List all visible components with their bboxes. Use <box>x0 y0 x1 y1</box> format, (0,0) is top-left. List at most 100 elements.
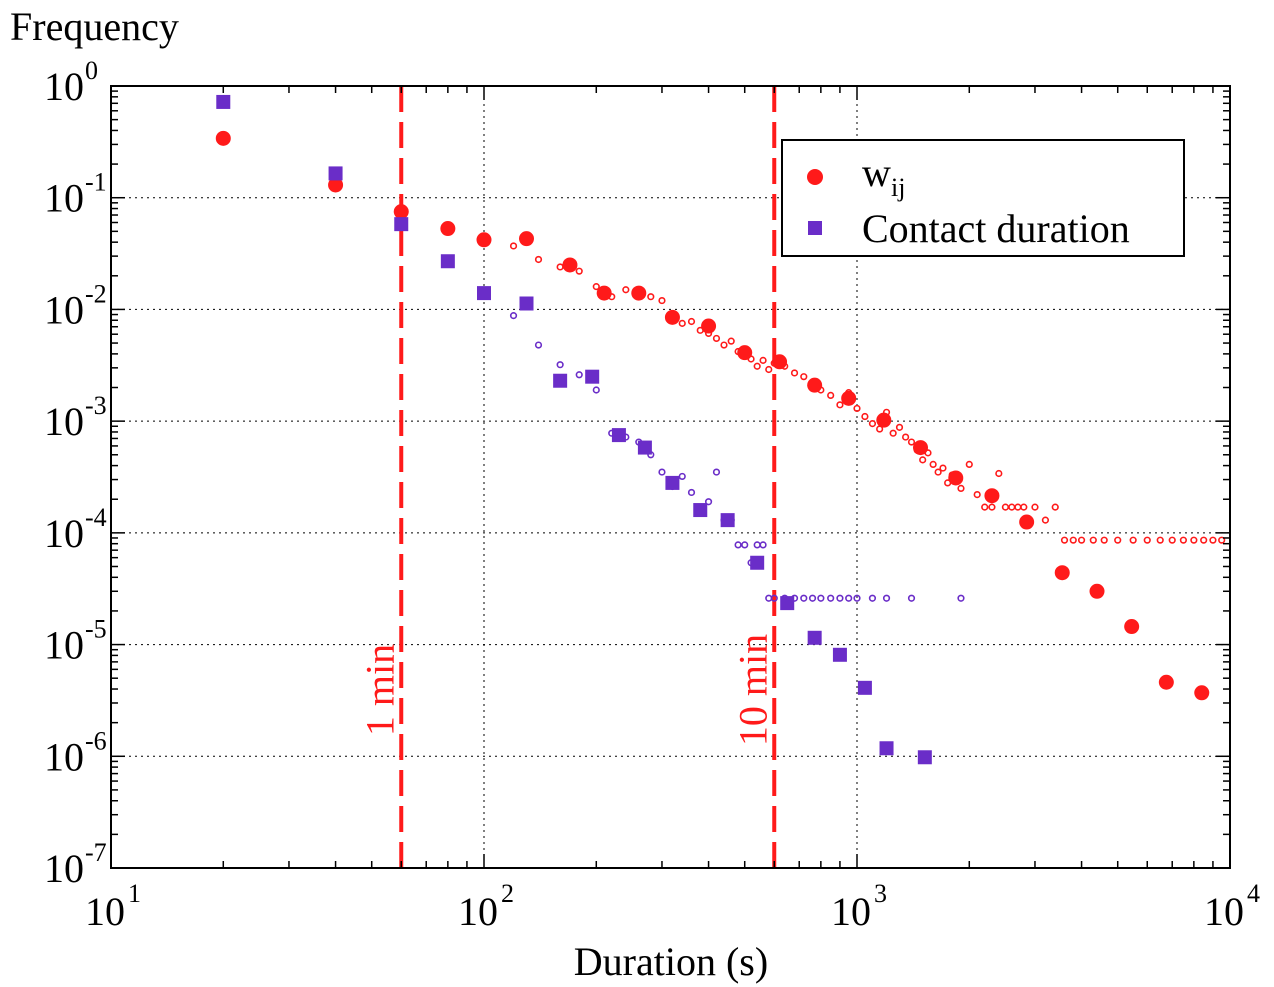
contact-duration-point <box>693 503 708 518</box>
raw-point <box>868 420 877 428</box>
raw-point <box>687 488 696 497</box>
raw-point <box>678 472 686 481</box>
contact-duration-point <box>780 596 795 611</box>
raw-point <box>1143 536 1151 544</box>
x-tick-label-exponent: 4 <box>1247 879 1260 908</box>
raw-point <box>753 541 761 549</box>
wij-point <box>807 377 823 393</box>
raw-point <box>907 594 916 602</box>
raw-point <box>853 594 861 602</box>
y-tick-label-exponent: -6 <box>85 726 107 755</box>
wij-point <box>393 204 409 220</box>
raw-point <box>1168 536 1176 544</box>
raw-point <box>957 594 965 602</box>
binned-data-points <box>215 94 1210 765</box>
y-tick-label: 10 <box>44 511 84 556</box>
raw-point <box>907 438 916 446</box>
wij-point <box>1124 619 1140 635</box>
raw-point <box>1114 536 1122 544</box>
raw-point <box>534 255 543 264</box>
legend-wij-label: w <box>862 150 891 195</box>
wij-point <box>1194 685 1210 701</box>
x-tick-label: 10 <box>1204 889 1244 934</box>
wij-point <box>1089 583 1105 599</box>
raw-point <box>919 456 927 464</box>
raw-point <box>658 296 666 305</box>
raw-point <box>712 334 721 343</box>
raw-point <box>882 594 891 602</box>
raw-point <box>934 468 942 476</box>
y-tick-label: 10 <box>44 176 84 221</box>
wij-point <box>328 177 344 193</box>
raw-point <box>1031 503 1039 511</box>
y-tick-label: 10 <box>44 399 84 444</box>
wij-point <box>215 130 231 146</box>
contact-duration-point <box>665 475 680 490</box>
raw-point <box>827 594 835 602</box>
raw-point <box>800 373 808 381</box>
raw-point <box>712 468 721 476</box>
raw-point <box>995 469 1003 478</box>
raw-point <box>759 541 767 549</box>
raw-point <box>861 412 869 421</box>
raw-point <box>727 337 735 345</box>
raw-point <box>957 484 965 493</box>
wij-point <box>913 440 929 456</box>
grid-lines <box>111 86 1230 868</box>
y-tick-label-exponent: -7 <box>85 838 107 867</box>
raw-point <box>575 267 583 275</box>
raw-point <box>734 541 742 549</box>
raw-point <box>753 362 761 370</box>
raw-point <box>592 386 600 394</box>
wij-point <box>1019 514 1035 530</box>
wij-point <box>984 488 1000 504</box>
raw-point <box>1051 503 1059 511</box>
raw-point <box>836 401 844 409</box>
raw-point <box>592 283 600 291</box>
contact-duration-point <box>585 369 600 384</box>
raw-point <box>687 317 696 326</box>
raw-point <box>902 433 910 441</box>
raw-point <box>509 312 518 320</box>
raw-point <box>939 464 947 472</box>
raw-point <box>575 371 583 379</box>
reference-line-label: 1 min <box>357 644 402 736</box>
contact-duration-point <box>611 428 626 443</box>
raw-point <box>556 361 564 369</box>
y-tick-label: 10 <box>44 846 84 891</box>
contact-duration-point <box>328 166 343 181</box>
wij-point <box>519 231 535 247</box>
raw-point <box>836 594 844 602</box>
contact-duration-point <box>807 630 822 645</box>
raw-point <box>868 594 877 602</box>
raw-point <box>765 365 773 374</box>
raw-point <box>827 391 835 399</box>
contact-duration-point <box>879 741 894 756</box>
wij-point <box>1054 565 1070 581</box>
raw-point <box>790 369 799 377</box>
wij-point <box>440 221 456 237</box>
contact-duration-point <box>440 254 455 269</box>
reference-line-label: 10 min <box>730 634 775 746</box>
y-tick-label-exponent: -2 <box>85 279 107 308</box>
raw-point <box>647 293 655 301</box>
x-tick-label: 10 <box>458 889 498 934</box>
raw-point <box>1069 536 1077 544</box>
legend-wij-marker <box>807 169 823 185</box>
wij-point <box>772 354 788 370</box>
wij-point <box>596 285 612 301</box>
raw-point <box>704 498 713 506</box>
y-tick-label-exponent: -4 <box>85 503 107 532</box>
wij-point <box>562 257 578 273</box>
raw-point <box>1041 516 1050 524</box>
raw-point <box>741 541 749 549</box>
x-tick-label-exponent: 1 <box>128 879 141 908</box>
x-tick-label-exponent: 3 <box>874 879 887 908</box>
y-tick-label-exponent: -3 <box>85 391 107 420</box>
raw-point <box>889 429 897 437</box>
raw-point <box>1129 536 1137 544</box>
y-tick-label: 10 <box>44 623 84 668</box>
wij-point <box>876 412 892 428</box>
wij-point <box>737 345 753 361</box>
